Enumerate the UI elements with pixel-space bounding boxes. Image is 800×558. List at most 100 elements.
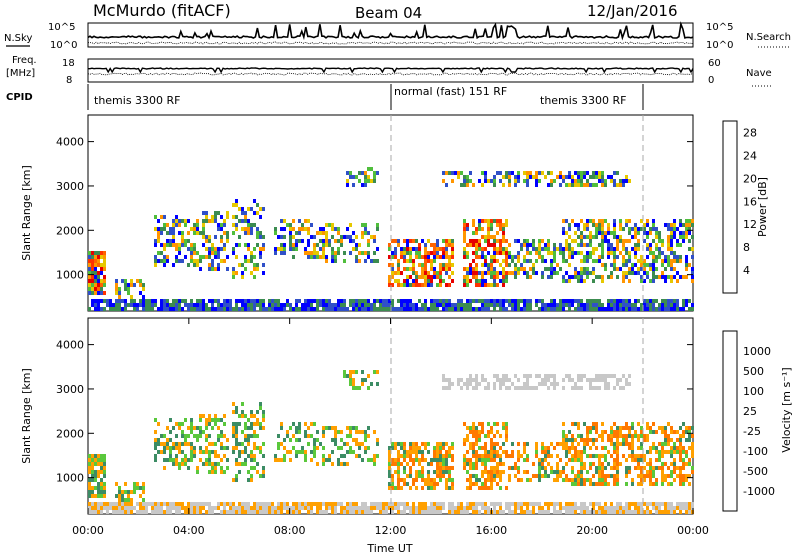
- nsearch-label: N.Search: [746, 32, 791, 43]
- heatmap-cell: [466, 386, 469, 390]
- heatmap-cell: [475, 378, 478, 382]
- heatmap-cell: [646, 275, 649, 279]
- heatmap-cell: [670, 474, 673, 478]
- heatmap-cell: [466, 243, 469, 247]
- heatmap-cell: [313, 442, 316, 446]
- heatmap-cell: [88, 482, 91, 486]
- heatmap-cell: [409, 446, 412, 450]
- heatmap-cell: [595, 223, 598, 227]
- heatmap-cell: [472, 454, 475, 458]
- heatmap-cell: [274, 299, 277, 303]
- heatmap-cell: [445, 263, 448, 267]
- heatmap-cell: [667, 235, 670, 239]
- heatmap-cell: [688, 446, 691, 450]
- y-tick-label: 3000: [56, 383, 84, 396]
- heatmap-cell: [472, 307, 475, 311]
- heatmap-cell: [295, 438, 298, 442]
- heatmap-cell: [688, 430, 691, 434]
- heatmap-cell: [493, 386, 496, 390]
- heatmap-cell: [220, 303, 223, 307]
- heatmap-cell: [253, 466, 256, 470]
- heatmap-cell: [421, 502, 424, 506]
- heatmap-cell: [280, 442, 283, 446]
- heatmap-cell: [322, 243, 325, 247]
- heatmap-cell: [205, 211, 208, 215]
- heatmap-cell: [535, 271, 538, 275]
- heatmap-cell: [409, 259, 412, 263]
- heatmap-cell: [241, 211, 244, 215]
- heatmap-cell: [208, 307, 211, 311]
- heatmap-cell: [226, 438, 229, 442]
- heatmap-cell: [670, 462, 673, 466]
- heatmap-cell: [559, 251, 562, 255]
- heatmap-cell: [502, 374, 505, 378]
- heatmap-cell: [421, 450, 424, 454]
- heatmap-cell: [313, 243, 316, 247]
- heatmap-cell: [604, 179, 607, 183]
- heatmap-cell: [427, 470, 430, 474]
- heatmap-cell: [628, 426, 631, 430]
- heatmap-cell: [358, 510, 361, 514]
- heatmap-cell: [571, 422, 574, 426]
- heatmap-cell: [484, 179, 487, 183]
- heatmap-cell: [619, 430, 622, 434]
- heatmap-cell: [409, 466, 412, 470]
- heatmap-cell: [502, 303, 505, 307]
- heatmap-cell: [391, 303, 394, 307]
- heatmap-cell: [487, 454, 490, 458]
- heatmap-cell: [322, 458, 325, 462]
- heatmap-cell: [562, 179, 565, 183]
- heatmap-cell: [526, 382, 529, 386]
- heatmap-cell: [163, 466, 166, 470]
- heatmap-cell: [505, 378, 508, 382]
- heatmap-cell: [529, 307, 532, 311]
- heatmap-cell: [631, 510, 634, 514]
- heatmap-cell: [505, 299, 508, 303]
- heatmap-cell: [415, 247, 418, 251]
- power-heatmap-cells: [88, 167, 694, 311]
- heatmap-cell: [307, 299, 310, 303]
- heatmap-cell: [586, 171, 589, 175]
- heatmap-cell: [589, 183, 592, 187]
- heatmap-cell: [466, 279, 469, 283]
- heatmap-cell: [424, 271, 427, 275]
- heatmap-cell: [622, 183, 625, 187]
- heatmap-cell: [247, 307, 250, 311]
- heatmap-cell: [559, 243, 562, 247]
- heatmap-cell: [475, 267, 478, 271]
- heatmap-cell: [262, 247, 265, 251]
- heatmap-cell: [628, 442, 631, 446]
- heatmap-cell: [604, 466, 607, 470]
- heatmap-cell: [289, 438, 292, 442]
- heatmap-cell: [244, 299, 247, 303]
- heatmap-cell: [496, 422, 499, 426]
- heatmap-cell: [238, 510, 241, 514]
- heatmap-cell: [403, 251, 406, 255]
- heatmap-cell: [487, 231, 490, 235]
- heatmap-cell: [475, 478, 478, 482]
- heatmap-cell: [406, 275, 409, 279]
- heatmap-cell: [226, 510, 229, 514]
- heatmap-cell: [163, 263, 166, 267]
- heatmap-cell: [304, 450, 307, 454]
- heatmap-cell: [625, 307, 628, 311]
- heatmap-cell: [631, 478, 634, 482]
- heatmap-cell: [607, 231, 610, 235]
- heatmap-cell: [610, 251, 613, 255]
- heatmap-cell: [556, 510, 559, 514]
- heatmap-cell: [388, 243, 391, 247]
- heatmap-cell: [682, 506, 685, 510]
- heatmap-cell: [415, 486, 418, 490]
- heatmap-cell: [286, 510, 289, 514]
- heatmap-cell: [427, 239, 430, 243]
- heatmap-cell: [601, 430, 604, 434]
- heatmap-cell: [463, 231, 466, 235]
- heatmap-cell: [238, 263, 241, 267]
- heatmap-cell: [166, 255, 169, 259]
- heatmap-cell: [364, 227, 367, 231]
- heatmap-cell: [427, 482, 430, 486]
- heatmap-cell: [178, 466, 181, 470]
- heatmap-cell: [307, 506, 310, 510]
- heatmap-cell: [598, 307, 601, 311]
- heatmap-cell: [400, 446, 403, 450]
